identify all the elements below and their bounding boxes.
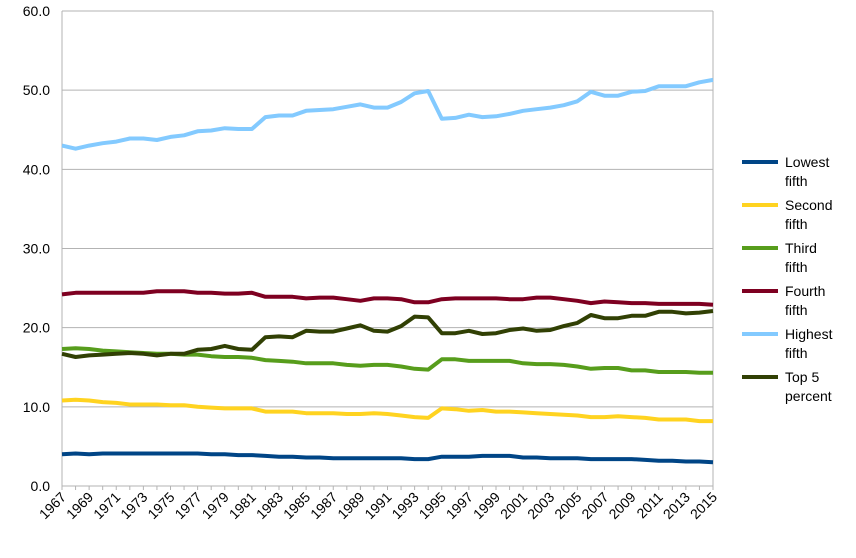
- series-lines: [61, 77, 714, 465]
- legend-label: Fourth: [785, 283, 825, 299]
- x-tick-label: 2003: [524, 489, 557, 522]
- legend-label: Second: [785, 197, 832, 213]
- legend: Lowest fifth Second fifth Third fifth Fourth fi…: [742, 154, 833, 404]
- x-tick-label: 1991: [361, 489, 394, 522]
- y-tick-label: 50.0: [23, 82, 50, 98]
- y-tick-label: 60.0: [23, 3, 50, 19]
- y-axis-ticks: 0.0 10.0 20.0 30.0 40.0 50.0 60.0: [23, 3, 50, 494]
- x-tick-label: 1997: [443, 489, 476, 522]
- x-tick-label: 2013: [660, 489, 693, 522]
- y-tick-label: 0.0: [31, 478, 51, 494]
- legend-label: fifth: [785, 259, 808, 275]
- series-line-second-fifth: [61, 397, 713, 424]
- legend-label: Top 5: [785, 369, 819, 385]
- legend-label: Third: [785, 240, 817, 256]
- x-tick-label: 1979: [199, 489, 232, 522]
- series-line-lowest-fifth: [61, 451, 714, 465]
- legend-label: fifth: [785, 302, 808, 318]
- x-tick-label: 2005: [551, 489, 584, 522]
- legend-label: fifth: [785, 216, 808, 232]
- series-line-top-5-percent: [61, 309, 714, 359]
- y-tick-label: 30.0: [23, 241, 50, 257]
- legend-label: Lowest: [785, 154, 829, 170]
- x-tick-label: 2011: [633, 489, 666, 522]
- x-tick-label: 1971: [90, 489, 123, 522]
- series-line-highest-fifth: [61, 77, 714, 151]
- x-tick-label: 1977: [171, 489, 204, 522]
- y-tick-label: 20.0: [23, 320, 50, 336]
- x-tick-label: 2015: [687, 489, 720, 522]
- legend-label: Highest: [785, 326, 833, 342]
- x-tick-label: 1973: [117, 489, 150, 522]
- series-line-fourth-fifth: [61, 289, 714, 307]
- x-tick-label: 1985: [280, 489, 313, 522]
- x-tick-label: 1999: [470, 489, 503, 522]
- x-tick-label: 1975: [144, 489, 177, 522]
- x-tick-label: 1987: [307, 489, 340, 522]
- y-tick-label: 10.0: [23, 399, 50, 415]
- series-line-third-fifth: [61, 346, 713, 375]
- legend-label: fifth: [785, 173, 808, 189]
- x-tick-label: 2009: [605, 489, 638, 522]
- x-tick-label: 2001: [497, 489, 530, 522]
- y-tick-label: 40.0: [23, 161, 50, 177]
- x-tick-label: 1981: [226, 489, 259, 522]
- x-tick-label: 1993: [388, 489, 421, 522]
- legend-label: fifth: [785, 345, 808, 361]
- legend-label: percent: [785, 388, 832, 404]
- x-tick-label: 1989: [334, 489, 367, 522]
- x-tick-label: 2007: [578, 489, 611, 522]
- x-axis-ticks: 1967196919711973197519771979198119831985…: [36, 486, 720, 522]
- x-tick-label: 1995: [416, 489, 449, 522]
- x-tick-label: 1983: [253, 489, 286, 522]
- x-tick-label: 1969: [63, 489, 96, 522]
